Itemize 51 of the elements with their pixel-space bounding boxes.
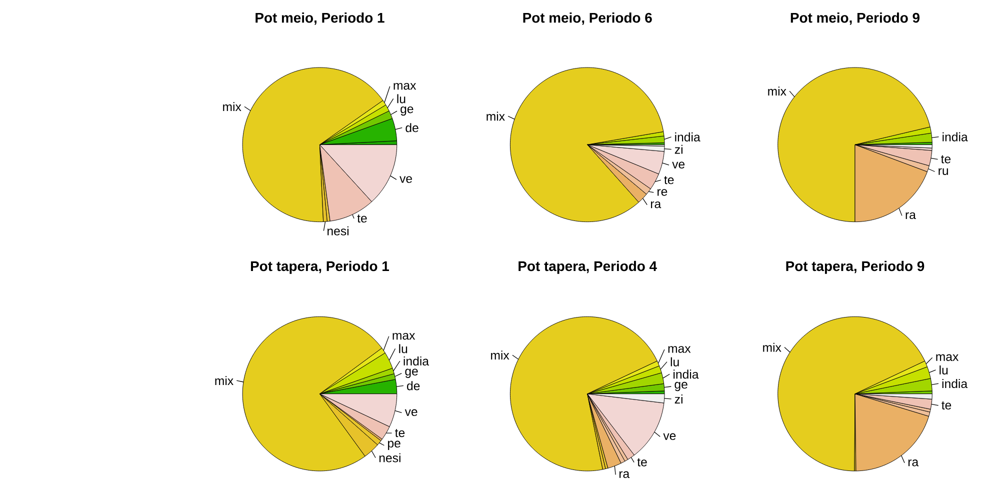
slice-label: mix [768,86,786,96]
chart-title: Pot meio, Periodo 6 [523,12,652,25]
slice-label: mix [486,112,505,121]
chart-title: Pot meio, Periodo 1 [256,12,384,25]
slice-label: india [674,370,699,379]
slice-label: lu [670,357,679,366]
slice-label: re [658,189,668,196]
slice-label: lu [940,366,948,375]
slice-label: ve [672,162,685,169]
slice-label: india [942,379,968,388]
slice-label: ra [906,212,916,220]
slice-label: ge [674,382,688,392]
chart-title: Pot tapera, Periodo 4 [518,260,657,274]
slice-label: te [942,401,952,410]
slice-label: ve [404,409,418,416]
slice-label: india [404,356,430,366]
slice-label: ge [400,106,414,116]
slice-label: ra [619,471,630,478]
slice-label: pe [388,440,400,450]
slice-label: max [392,333,416,340]
slice-label: zi [674,394,682,404]
slice-label: ve [663,433,676,440]
slice-label: te [395,429,405,438]
chart-title: Pot tapera, Periodo 1 [250,260,389,274]
slice-label: de [407,381,420,390]
slice-label: nesi [328,226,348,236]
slice-label: nesi [379,453,400,462]
slice-label: max [394,83,416,90]
slice-label: lu [399,344,408,354]
slice-label: mix [763,342,782,352]
chart-title: Pot tapera, Periodo 9 [786,260,924,274]
slice-label: ge [405,368,418,378]
slice-label: zi [674,144,682,154]
slice-label: ra [650,202,662,208]
slice-label: ra [908,460,919,466]
slice-label: ve [400,176,412,183]
slice-label: de [406,123,418,132]
slice-label: mix [215,376,234,386]
slice-label: te [664,176,674,184]
chart-title: Pot meio, Periodo 9 [790,12,920,25]
slice-label: te [357,214,367,223]
slice-label: ru [938,168,948,176]
slice-label: max [668,346,691,353]
slice-label: lu [397,94,406,104]
slice-label: max [936,354,959,362]
slice-label: india [675,132,700,142]
slice-label: te [941,155,951,164]
slice-label: te [637,458,647,466]
slice-label: mix [223,102,242,112]
slice-label: mix [491,350,510,360]
slice-label: india [942,132,968,142]
